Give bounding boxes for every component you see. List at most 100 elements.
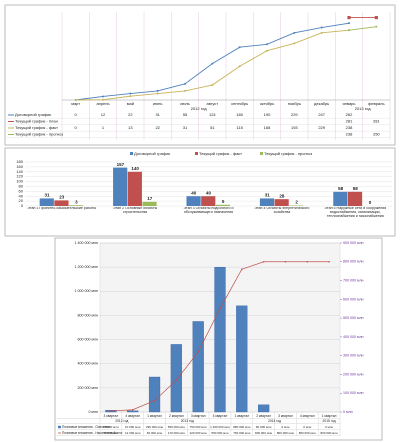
data-label: 31	[265, 193, 271, 198]
table-value: 800 000 млн	[255, 431, 272, 435]
table-value: 0 млн	[281, 425, 289, 429]
data-point	[348, 29, 350, 32]
x-tick-label: июль	[180, 101, 190, 106]
bar	[333, 191, 348, 206]
x-tick-label: сентябрь	[231, 101, 248, 106]
y-tick-label: 800 000 млн	[77, 313, 98, 317]
data-label: 23	[59, 195, 65, 200]
data-point	[320, 31, 323, 34]
x-tick-label-box: Этап 1 Проектно-изыскательские работы	[27, 207, 96, 210]
x-tick-label: 3 квартал	[191, 414, 206, 418]
table-value: 0	[75, 112, 78, 117]
table-value: 0 млн	[303, 425, 311, 429]
legend-swatch	[130, 152, 133, 155]
data-point	[219, 307, 221, 310]
table-value: 13	[128, 125, 133, 130]
table-value: 180	[236, 112, 243, 117]
table-value: 22	[155, 125, 160, 130]
panel	[4, 147, 396, 237]
panel	[4, 4, 396, 146]
table-value: 51	[210, 125, 215, 130]
x-tick-label: апрель	[96, 101, 109, 106]
y2-tick-label: 200 000 млн	[343, 372, 364, 376]
x-tick-label: 4 квартал	[125, 414, 140, 418]
x-tick-label-box: Этап 4 Объекты энергетического хозяйства	[254, 207, 309, 214]
data-label: 157	[117, 162, 125, 167]
data-point	[175, 379, 178, 381]
data-label: 3	[75, 199, 78, 204]
year-label: 2013 год	[181, 419, 194, 423]
x-tick-label-box: Этап 2 Основные объекты строительства	[113, 207, 157, 214]
data-point	[348, 22, 350, 25]
table-value: 238	[346, 125, 353, 130]
table-value: 60 000 млн	[256, 425, 272, 429]
table-value: 800 000 млн	[321, 431, 338, 435]
bar	[142, 201, 157, 206]
table-value: 0	[75, 125, 78, 130]
table-value: 12 000 млн	[125, 431, 141, 435]
y-tick-label: 0	[21, 203, 24, 208]
table-value: 800 000 млн	[299, 431, 316, 435]
data-point	[156, 92, 159, 95]
table-value: 31	[155, 112, 160, 117]
y-tick-label: 1 000 000 млн	[74, 289, 98, 293]
x-tick-label: 2 квартал	[169, 414, 184, 418]
data-point	[328, 260, 330, 263]
data-label: 5	[222, 199, 225, 204]
legend-label: Договорной график	[134, 151, 170, 156]
data-point	[238, 65, 241, 68]
table-value: 229	[291, 112, 298, 117]
table-value: 168	[264, 125, 271, 130]
data-point	[74, 99, 77, 101]
data-point	[129, 92, 132, 95]
year-label: 2013 год	[355, 106, 372, 111]
bar	[54, 200, 69, 206]
table-value: 281	[373, 119, 380, 124]
table-value: 15 000 млн	[103, 425, 119, 429]
y-tick-label: 140	[16, 169, 23, 174]
x-tick-label: 1 квартал	[234, 414, 249, 418]
bar	[259, 198, 275, 206]
table-value: 124	[209, 112, 216, 117]
y2-tick-label: 700 000 млн	[343, 279, 364, 283]
table-value: 800 000 млн	[277, 431, 294, 435]
x-tick-label: октябрь	[260, 101, 275, 106]
x-tick-label: январь	[343, 101, 356, 106]
y-tick-label: 200 000 млн	[77, 386, 98, 390]
data-point	[266, 43, 268, 46]
bar	[214, 266, 226, 413]
y-tick-label: 600 000 млн	[77, 338, 98, 342]
y-tick-label: 1 400 000 млн	[74, 241, 98, 245]
table-value: 560 000 млн	[168, 425, 185, 429]
y-tick-label: 160	[16, 164, 23, 169]
legend-label: Договорной график	[15, 112, 51, 117]
x-tick-label: 1 квартал	[322, 414, 337, 418]
table-value: 1 200 000 млн	[210, 425, 230, 429]
bar	[258, 404, 270, 413]
data-point	[110, 410, 112, 412]
table-value: 880 000 млн	[233, 425, 250, 429]
table-value: 281	[346, 119, 353, 124]
data-label: 58	[338, 186, 344, 191]
data-label: 17	[147, 196, 153, 201]
data-point	[347, 15, 351, 20]
data-label: 0	[369, 200, 372, 205]
bar	[186, 196, 201, 206]
x-tick-label: февраль	[368, 101, 385, 106]
bar	[274, 199, 289, 206]
legend-label: Текущий график - факт	[15, 125, 58, 130]
y2-tick-label: 100 000 млн	[343, 391, 364, 395]
x-tick-label: Этап 5 Наружные сети и сооружения водосн…	[324, 207, 387, 218]
x-tick-label-box: Этап 5 Наружные сети и сооружения водосн…	[324, 207, 387, 218]
bar	[201, 196, 216, 206]
x-tick-label: ноябрь	[288, 101, 301, 106]
y2-tick-label: 400 000 млн	[343, 335, 364, 339]
table-value: 1	[102, 125, 105, 130]
data-label: 58	[353, 186, 359, 191]
table-value: 238	[346, 132, 353, 137]
x-tick-label: 4 квартал	[300, 414, 315, 418]
table-value: 0 млн	[325, 425, 333, 429]
legend-swatch	[58, 425, 61, 429]
year-label: 2012 год	[191, 106, 208, 111]
